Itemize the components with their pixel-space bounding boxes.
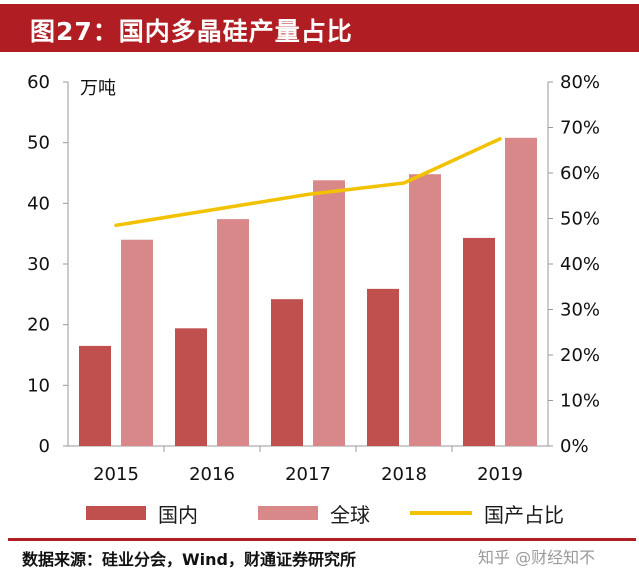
legend-item: 全球 bbox=[258, 502, 370, 527]
y-axis-title: 万吨 bbox=[80, 78, 116, 99]
watermark: 知乎 @财经知不 bbox=[478, 548, 596, 567]
bar-domestic bbox=[367, 288, 399, 446]
y-tick-label: 30 bbox=[27, 254, 50, 275]
bar-global bbox=[217, 219, 249, 446]
legend-swatch bbox=[86, 506, 146, 520]
bar-global bbox=[505, 137, 537, 446]
share-point bbox=[114, 223, 118, 227]
legend-label: 全球 bbox=[330, 502, 370, 527]
legend-swatch bbox=[258, 506, 318, 520]
y-tick-label: 10 bbox=[27, 375, 50, 396]
legend-item: 国产占比 bbox=[410, 502, 564, 527]
bar-domestic bbox=[463, 237, 495, 446]
bar-domestic bbox=[79, 345, 111, 446]
title-bar: 图27：国内多晶硅产量占比 bbox=[0, 0, 639, 58]
legend-item: 国内 bbox=[86, 502, 198, 527]
y-tick-label: 40 bbox=[27, 193, 50, 214]
x-tick-label: 2015 bbox=[93, 464, 139, 485]
chart-legend: 国内 全球 国产占比 bbox=[0, 494, 639, 532]
bar-global bbox=[121, 239, 153, 446]
legend-label: 国内 bbox=[158, 502, 198, 527]
y-tick-label: 60 bbox=[27, 72, 50, 93]
x-tick-label: 2017 bbox=[285, 464, 331, 485]
share-point bbox=[498, 137, 502, 141]
legend-label: 国产占比 bbox=[484, 502, 564, 527]
chart-title: 图27：国内多晶硅产量占比 bbox=[30, 17, 353, 46]
y-tick-label: 0 bbox=[39, 436, 50, 457]
legend-swatch bbox=[410, 511, 472, 515]
bar-domestic bbox=[271, 299, 303, 446]
share-line bbox=[114, 137, 502, 228]
x-tick-label: 2018 bbox=[381, 464, 427, 485]
footer-rule bbox=[8, 538, 636, 541]
x-tick-label: 2019 bbox=[477, 464, 523, 485]
y-tick-label: 20 bbox=[27, 315, 50, 336]
share-point bbox=[210, 208, 214, 212]
y2-tick-label: 60% bbox=[560, 163, 600, 184]
bar-global bbox=[313, 180, 345, 446]
y-tick-label: 50 bbox=[27, 133, 50, 154]
y2-tick-label: 20% bbox=[560, 345, 600, 366]
share-point bbox=[402, 181, 406, 185]
chart: 0 10 20 30 40 50 60 0% 10% 20% 30% 40% 50% 60% 70% 80% 万… bbox=[27, 72, 600, 485]
bar-global bbox=[409, 174, 441, 447]
y2-tick-label: 10% bbox=[560, 391, 600, 412]
x-tick-label: 2016 bbox=[189, 464, 235, 485]
y2-tick-label: 30% bbox=[560, 300, 600, 321]
share-point bbox=[306, 192, 310, 196]
y2-tick-label: 70% bbox=[560, 118, 600, 139]
bar-domestic bbox=[175, 328, 207, 446]
y2-tick-label: 50% bbox=[560, 209, 600, 230]
y2-tick-label: 0% bbox=[560, 436, 589, 457]
title-band bbox=[0, 4, 639, 52]
y2-tick-label: 80% bbox=[560, 72, 600, 93]
source-note: 数据来源：硅业分会，Wind，财通证券研究所 bbox=[22, 550, 356, 569]
y2-tick-label: 40% bbox=[560, 254, 600, 275]
